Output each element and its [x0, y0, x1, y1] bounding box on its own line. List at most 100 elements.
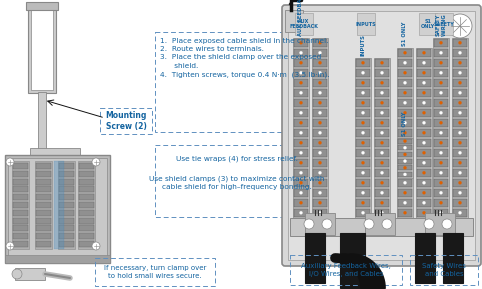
- Circle shape: [458, 41, 461, 44]
- Circle shape: [362, 191, 364, 194]
- Bar: [305, 233, 325, 283]
- Bar: [59, 163, 74, 169]
- Bar: [434, 158, 448, 167]
- Circle shape: [380, 71, 384, 74]
- Circle shape: [299, 171, 303, 174]
- Bar: [375, 138, 389, 147]
- Circle shape: [423, 211, 426, 214]
- Circle shape: [440, 121, 442, 124]
- Bar: [59, 171, 74, 177]
- Circle shape: [403, 161, 406, 164]
- Bar: [36, 225, 51, 231]
- Circle shape: [403, 140, 406, 142]
- Bar: [415, 233, 435, 283]
- Bar: [417, 99, 431, 107]
- Bar: [79, 233, 94, 239]
- Bar: [294, 208, 308, 217]
- Circle shape: [362, 101, 364, 104]
- Circle shape: [423, 51, 426, 54]
- Circle shape: [362, 131, 364, 134]
- Bar: [313, 179, 327, 187]
- Bar: [357, 13, 375, 35]
- Text: Mounting
Screw (2): Mounting Screw (2): [105, 111, 147, 131]
- Bar: [398, 79, 412, 87]
- Bar: [13, 194, 28, 200]
- Circle shape: [442, 219, 452, 229]
- FancyBboxPatch shape: [282, 5, 481, 266]
- Bar: [453, 58, 467, 67]
- Circle shape: [423, 71, 426, 74]
- Circle shape: [440, 101, 442, 104]
- Circle shape: [380, 211, 384, 214]
- Bar: [59, 218, 74, 224]
- Bar: [31, 5, 53, 90]
- Bar: [79, 202, 94, 208]
- Bar: [13, 186, 28, 192]
- Bar: [453, 49, 467, 57]
- Bar: [398, 149, 412, 157]
- Circle shape: [319, 101, 321, 104]
- Bar: [294, 149, 308, 157]
- Bar: [294, 99, 308, 107]
- Bar: [294, 199, 308, 207]
- Bar: [294, 179, 308, 187]
- Circle shape: [299, 101, 303, 104]
- Circle shape: [362, 121, 364, 124]
- Circle shape: [440, 201, 442, 204]
- Circle shape: [423, 191, 426, 194]
- Bar: [417, 88, 431, 97]
- Circle shape: [12, 269, 22, 279]
- Bar: [417, 118, 431, 127]
- Bar: [293, 38, 309, 218]
- Circle shape: [440, 191, 442, 194]
- Bar: [417, 188, 431, 197]
- Circle shape: [403, 91, 406, 94]
- Circle shape: [362, 141, 364, 144]
- Bar: [434, 68, 448, 77]
- Circle shape: [440, 61, 442, 64]
- Circle shape: [403, 51, 406, 54]
- Circle shape: [319, 171, 321, 174]
- Bar: [416, 48, 432, 218]
- Bar: [13, 171, 28, 177]
- Circle shape: [458, 121, 461, 124]
- Bar: [38, 92, 46, 152]
- Bar: [417, 199, 431, 207]
- Bar: [417, 79, 431, 87]
- Bar: [356, 179, 370, 187]
- Bar: [356, 68, 370, 77]
- Bar: [434, 168, 448, 177]
- Bar: [36, 210, 51, 216]
- Bar: [340, 233, 365, 288]
- Circle shape: [380, 111, 384, 114]
- Circle shape: [403, 121, 406, 124]
- Circle shape: [319, 61, 321, 64]
- Circle shape: [362, 171, 364, 174]
- Circle shape: [380, 91, 384, 94]
- Circle shape: [403, 71, 406, 74]
- Circle shape: [382, 219, 392, 229]
- Circle shape: [92, 158, 100, 166]
- Circle shape: [299, 201, 303, 204]
- Bar: [398, 208, 412, 217]
- Circle shape: [380, 61, 384, 64]
- Circle shape: [319, 151, 321, 154]
- Bar: [398, 138, 412, 147]
- Bar: [13, 179, 28, 185]
- Bar: [294, 68, 308, 77]
- Bar: [12, 161, 29, 249]
- Bar: [59, 241, 74, 247]
- Bar: [59, 202, 74, 208]
- Circle shape: [440, 211, 442, 214]
- Bar: [453, 79, 467, 87]
- Bar: [398, 188, 412, 197]
- Circle shape: [458, 91, 461, 94]
- Circle shape: [319, 111, 321, 114]
- Bar: [356, 168, 370, 177]
- Circle shape: [362, 71, 364, 74]
- Bar: [398, 108, 412, 117]
- Circle shape: [458, 201, 461, 204]
- Circle shape: [440, 141, 442, 144]
- Circle shape: [319, 211, 321, 214]
- Circle shape: [423, 201, 426, 204]
